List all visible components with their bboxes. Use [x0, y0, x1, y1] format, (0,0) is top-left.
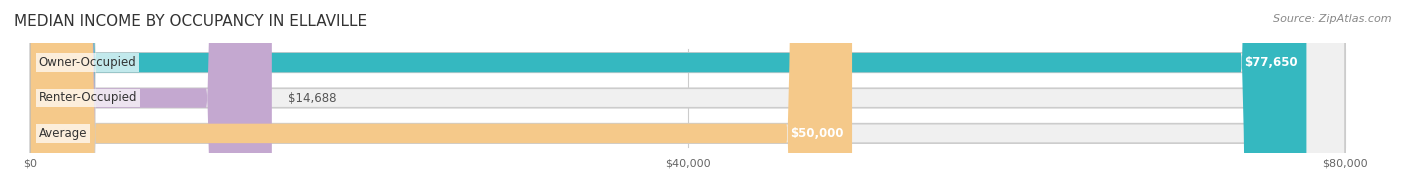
FancyBboxPatch shape — [31, 0, 1346, 196]
FancyBboxPatch shape — [31, 0, 271, 196]
FancyBboxPatch shape — [31, 0, 1306, 196]
Text: Renter-Occupied: Renter-Occupied — [39, 92, 138, 104]
Text: $14,688: $14,688 — [288, 92, 337, 104]
Text: $77,650: $77,650 — [1244, 56, 1298, 69]
Text: MEDIAN INCOME BY OCCUPANCY IN ELLAVILLE: MEDIAN INCOME BY OCCUPANCY IN ELLAVILLE — [14, 14, 367, 29]
FancyBboxPatch shape — [31, 0, 852, 196]
FancyBboxPatch shape — [31, 0, 1346, 196]
Text: Owner-Occupied: Owner-Occupied — [39, 56, 136, 69]
Text: Source: ZipAtlas.com: Source: ZipAtlas.com — [1274, 14, 1392, 24]
FancyBboxPatch shape — [31, 0, 1346, 196]
Text: Average: Average — [39, 127, 87, 140]
Text: $50,000: $50,000 — [790, 127, 844, 140]
